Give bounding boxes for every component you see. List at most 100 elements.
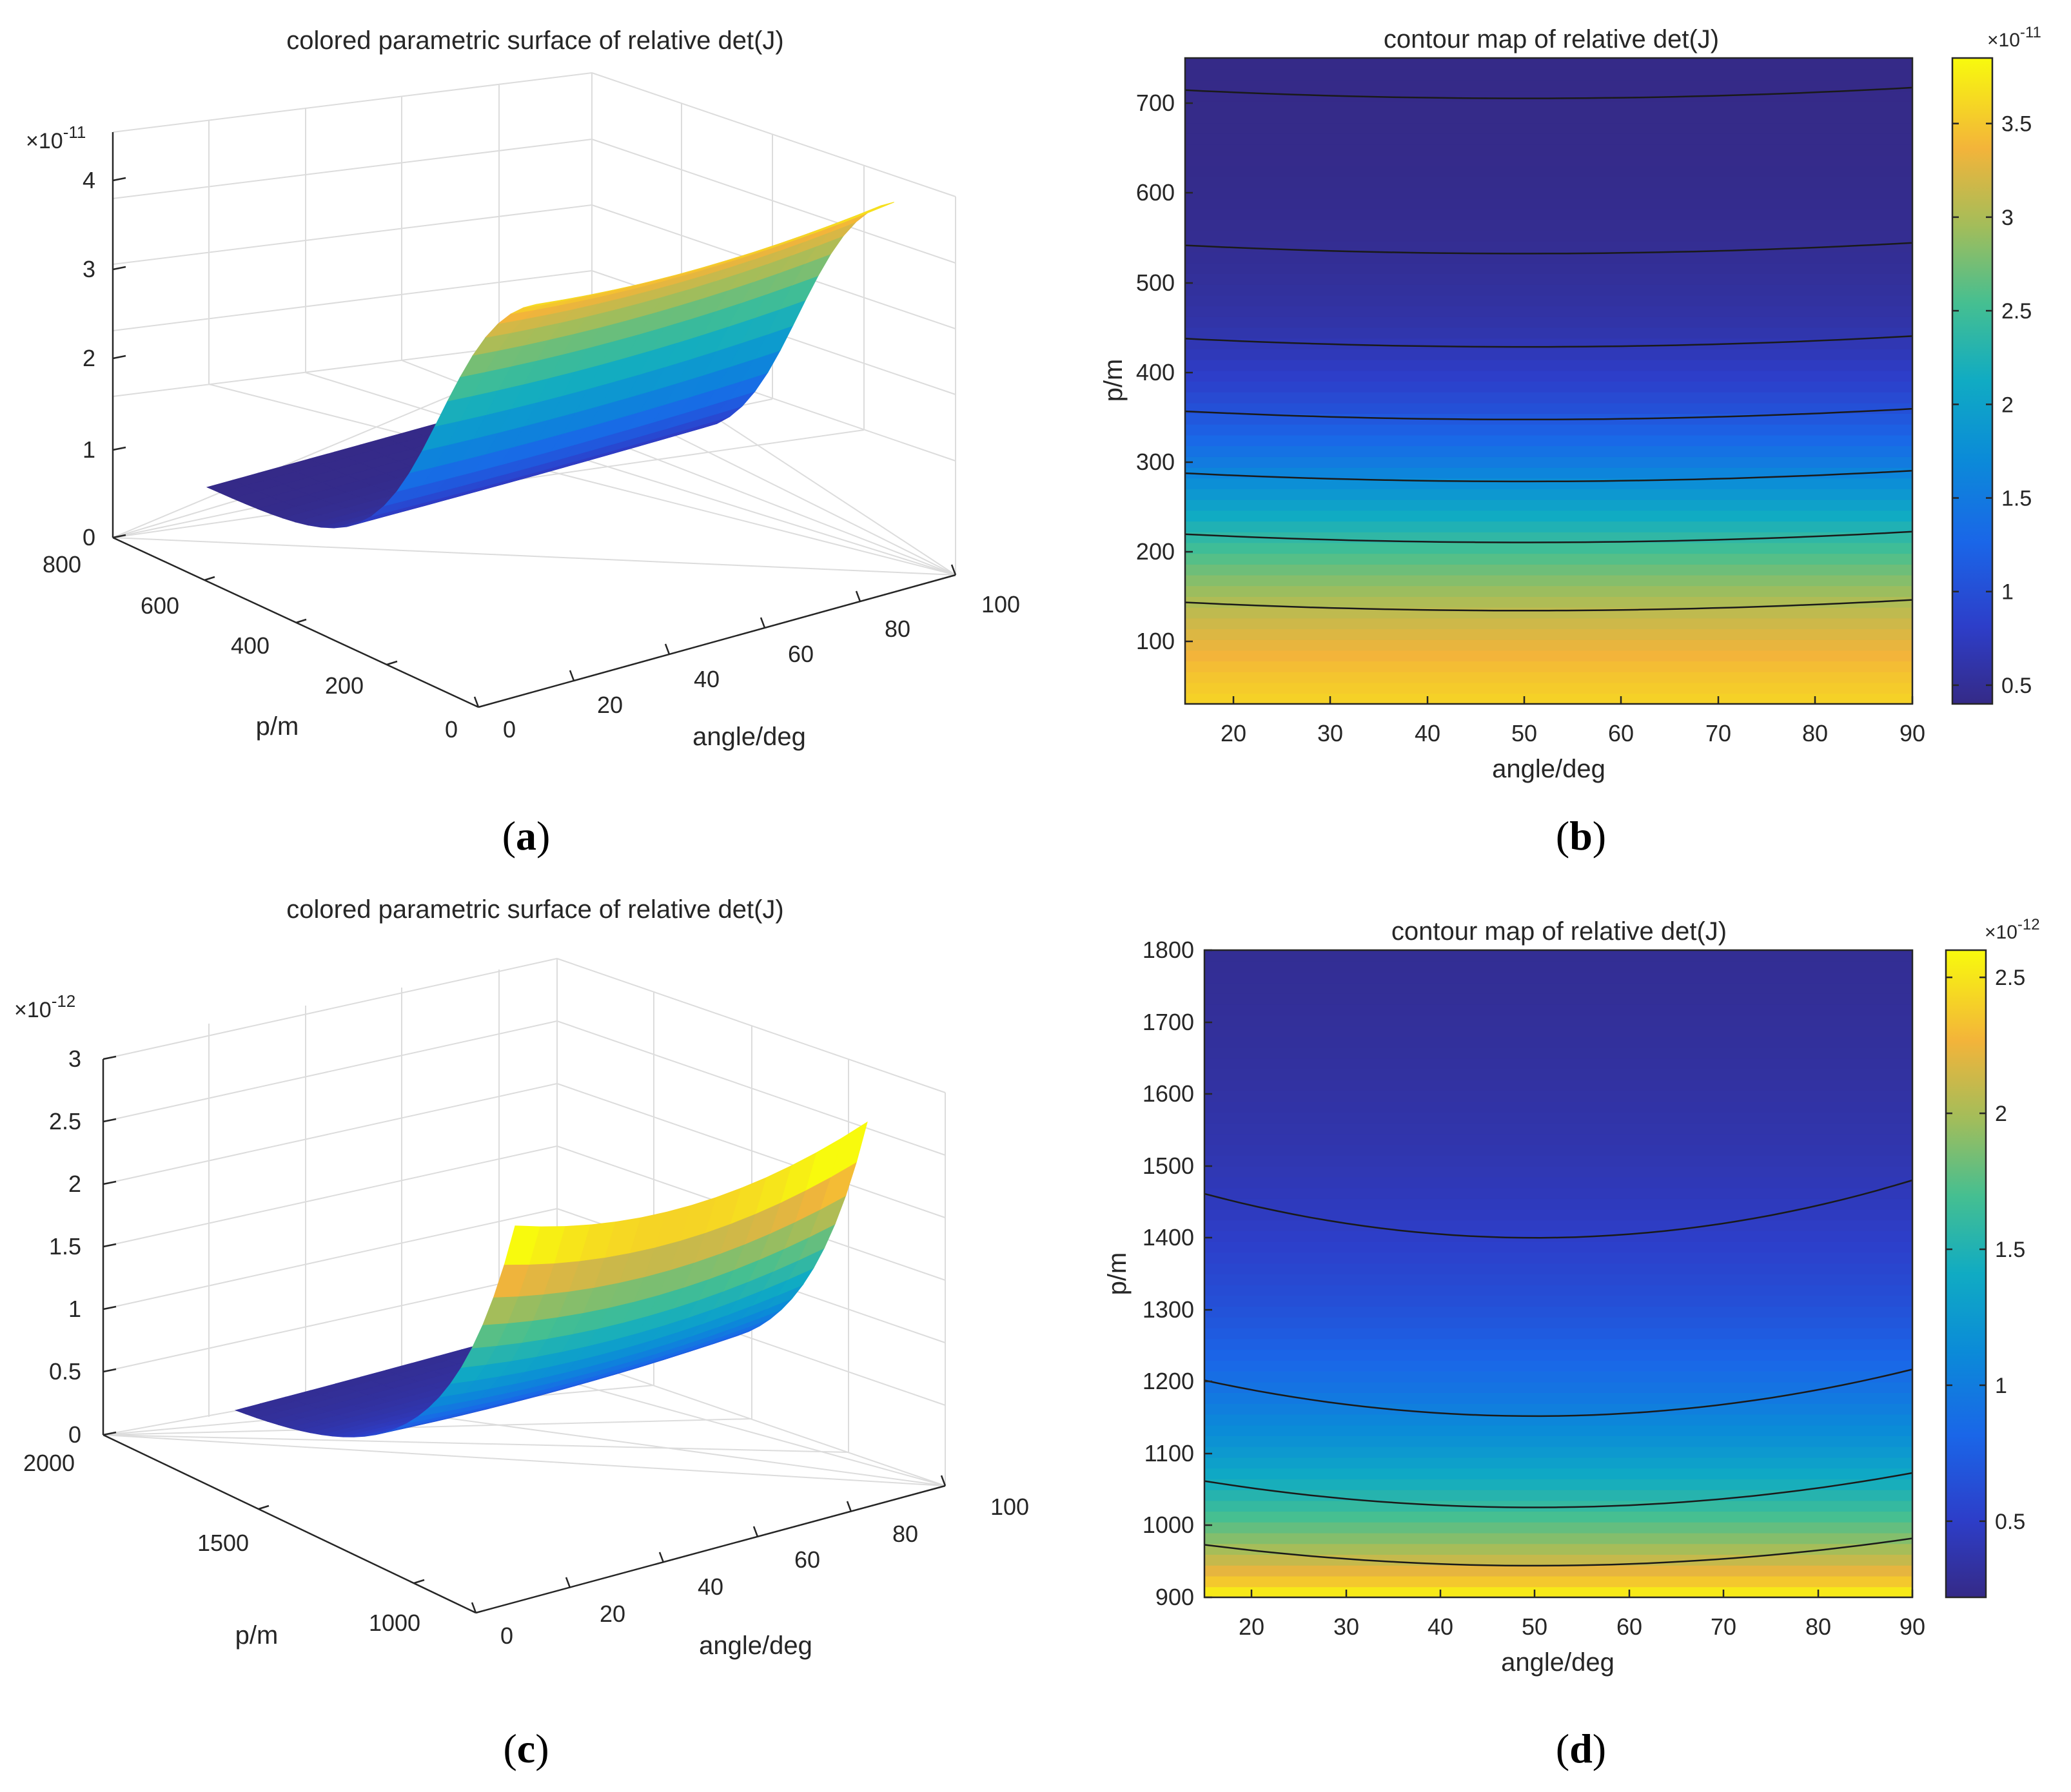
colorbar-tick-label: 2.5 (1995, 966, 2025, 990)
colorbar-tick-label: 1 (2001, 580, 2014, 605)
heat-band (1204, 1133, 1912, 1145)
grid-line (112, 204, 593, 265)
tick-mark (760, 617, 766, 628)
panel-c-axes: 0 0.5 1 1.5 2 2.5 3 0 20 40 60 80 100 10… (14, 958, 1029, 1660)
grid-line (103, 1434, 849, 1453)
tick-mark (103, 1180, 117, 1185)
heat-band (1204, 1252, 1912, 1264)
heat-band (1204, 1446, 1912, 1458)
colorbar-tick-label: 1.5 (2001, 487, 2032, 511)
panel-c-ticks (103, 1055, 947, 1613)
heat-band (1185, 166, 1912, 177)
tick-mark (204, 576, 215, 581)
grid-line (103, 958, 558, 1060)
heat-band (1204, 1436, 1912, 1447)
x-axis-line (478, 574, 956, 708)
colorbar-tick-label: 2 (1995, 1102, 2007, 1126)
colorbar-gradient (1952, 58, 1992, 704)
panel-c-xlabel: angle/deg (699, 1631, 812, 1660)
tick-mark (664, 643, 671, 655)
x-tick-label: 20 (600, 1601, 625, 1627)
heat-band (1204, 1112, 1912, 1124)
heat-band (1204, 1414, 1912, 1426)
y-tick-label: 0 (445, 716, 458, 743)
heat-band (1204, 1026, 1912, 1037)
contour-line (1184, 242, 1913, 255)
x-tick-label: 100 (990, 1494, 1029, 1520)
panel-b: contour map of relative det(J) 20 30 40 … (1099, 24, 2041, 859)
z-tick-label: 4 (83, 167, 95, 193)
heat-band (1185, 101, 1912, 113)
panel-b-ticks (1185, 102, 1914, 704)
grid-line (103, 1020, 558, 1122)
panel-d-colorbar: 0.5 1 1.5 2 2.5 ×10-12 (1945, 916, 2040, 1599)
panel-c-caption: (c) (503, 1726, 549, 1771)
heat-band (1204, 1209, 1912, 1221)
contour-line (1184, 407, 1913, 421)
panel-b-frame (1184, 57, 1914, 705)
heat-band (1204, 1381, 1912, 1393)
heat-band (1185, 144, 1912, 156)
grid-line (591, 139, 956, 264)
x-tick-label: 0 (503, 716, 516, 743)
grid-line (112, 139, 593, 199)
contour-line (1184, 86, 1913, 99)
z-tick-label: 1 (68, 1296, 81, 1322)
colorbar-frame (1945, 949, 1987, 1599)
panel-d-plot-area (1204, 950, 1913, 1598)
panel-b-tick-labels: 20 30 40 50 60 70 80 90 100 200 300 400 … (1136, 90, 1925, 746)
surface-patch (830, 1121, 868, 1178)
z-tick-label: 2 (83, 345, 95, 371)
colorbar-tick-label: 2.5 (2001, 299, 2032, 324)
grid-line (112, 270, 593, 331)
colorbar-ticks: 0.5 1 1.5 2 2.5 3 3.5 (1952, 112, 2032, 698)
panel-a-ylabel: p/m (256, 712, 299, 741)
y-axis-line (103, 1434, 476, 1614)
heat-band (1185, 607, 1912, 619)
tick-mark (258, 1505, 270, 1510)
tick-mark (112, 534, 126, 539)
heat-band (1185, 563, 1912, 576)
z-tick-label: 1 (83, 436, 95, 463)
contour-line (1184, 335, 1913, 348)
y-tick-label: 200 (1136, 538, 1175, 565)
heat-band (1185, 262, 1912, 274)
contour-line (1184, 599, 1913, 612)
x-tick-label: 100 (981, 591, 1020, 618)
panel-b-caption: (b) (1556, 813, 1606, 859)
y-tick-label: 1200 (1143, 1368, 1194, 1394)
z-tick-label: 0 (83, 524, 95, 550)
colorbar-gradient (1946, 950, 1986, 1597)
x-tick-label: 40 (1428, 1613, 1453, 1640)
panel-b-plot-area (1184, 58, 1913, 705)
heat-band (1204, 1316, 1912, 1329)
heat-band (1185, 240, 1912, 253)
z-tick-label: 2 (68, 1171, 81, 1197)
x-tick-label: 60 (1616, 1613, 1642, 1640)
tick-mark (940, 1475, 947, 1486)
colorbar-tick-label: 1 (1995, 1374, 2007, 1398)
heat-band (1185, 58, 1912, 70)
panel-c-title: colored parametric surface of relative d… (286, 895, 783, 924)
heat-band (1204, 1231, 1912, 1242)
panel-c-box (102, 1059, 946, 1614)
colorbar-tick-label: 2 (2001, 393, 2014, 417)
y-tick-label: 1500 (1143, 1153, 1194, 1179)
heat-band (1204, 1187, 1912, 1199)
y-tick-label: 500 (1136, 269, 1175, 296)
grid-line (208, 384, 956, 576)
heat-band (1204, 1500, 1912, 1512)
tick-mark (950, 564, 957, 576)
x-tick-label: 50 (1511, 720, 1537, 746)
contour-line (1184, 469, 1913, 483)
x-tick-label: 30 (1317, 720, 1343, 746)
heat-band (1185, 521, 1912, 532)
x-tick-label: 90 (1899, 1613, 1925, 1640)
panel-d-ylabel: p/m (1103, 1252, 1132, 1296)
y-tick-label: 2000 (23, 1450, 75, 1476)
x-tick-label: 60 (788, 641, 814, 667)
tick-mark (473, 696, 480, 708)
contour-line (1204, 1368, 1913, 1417)
tick-mark (752, 1526, 759, 1537)
